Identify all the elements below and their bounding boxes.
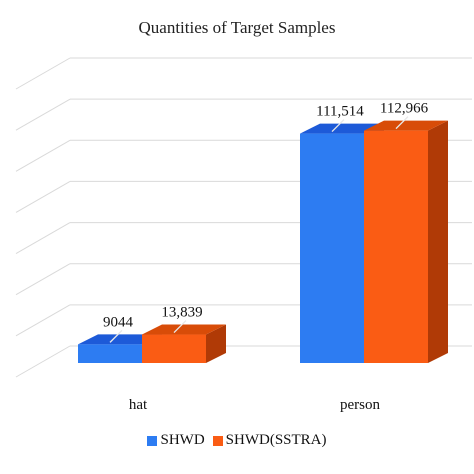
bar-shwd(sstra)-person	[364, 130, 428, 363]
grid-line-depth	[15, 139, 71, 172]
bar-top-shwd-person	[300, 123, 384, 134]
bar-top-shwd-hat	[78, 334, 162, 345]
data-label-shwd-person: 111,514	[316, 104, 364, 120]
chart-title: Quantities of Target Samples	[138, 18, 336, 37]
grid-line-depth	[15, 304, 71, 337]
data-label-leader	[331, 119, 345, 133]
grid-line-depth	[15, 98, 71, 131]
legend-item-sstra: SHWD(SSTRA)	[212, 432, 327, 449]
grid-line-depth	[15, 263, 71, 296]
legend-label-sstra: SHWD(SSTRA)	[225, 432, 327, 448]
grid-line-depth	[15, 57, 71, 90]
bar-top-shwd(sstra)-person	[364, 120, 448, 131]
legend: SHWD SHWD(SSTRA)	[0, 432, 474, 449]
data-label-shwd-hat: 9044	[103, 314, 134, 330]
legend-swatch-shwd	[147, 435, 158, 446]
bar-top-shwd(sstra)-hat	[142, 324, 226, 335]
bar-side-shwd(sstra)-person	[428, 120, 448, 364]
data-label-leader	[109, 329, 123, 343]
bar-side-shwd(sstra)-hat	[206, 324, 226, 363]
legend-label-shwd: SHWD	[160, 432, 205, 448]
x-tick-label-person: person	[340, 397, 380, 413]
data-label-leader	[395, 116, 409, 130]
grid-line-depth	[15, 345, 71, 378]
data-label-shwd(sstra)-person: 112,966	[380, 101, 429, 117]
bar-shwd(sstra)-hat	[142, 334, 206, 363]
bar-shwd-hat	[78, 344, 142, 363]
data-label-leader	[173, 320, 187, 333]
data-label-shwd(sstra)-hat: 13,839	[161, 305, 202, 321]
legend-swatch-sstra	[212, 435, 223, 446]
x-tick-label-hat: hat	[129, 397, 148, 413]
grid-line-depth	[15, 222, 71, 255]
bar-shwd-person	[300, 133, 364, 363]
legend-item-shwd: SHWD	[147, 432, 205, 449]
grid-line-depth	[15, 180, 71, 213]
